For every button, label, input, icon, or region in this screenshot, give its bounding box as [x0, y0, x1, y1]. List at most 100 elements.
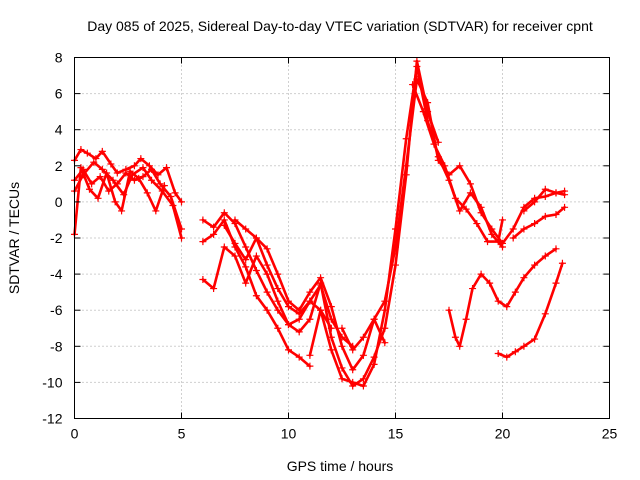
data-point-marker [541, 310, 549, 318]
data-point-marker [451, 194, 459, 202]
data-point-marker [98, 165, 106, 173]
y-tick-label: 6 [55, 86, 63, 102]
data-point-marker [210, 223, 218, 231]
data-point-marker [118, 207, 126, 215]
data-point-marker [531, 198, 539, 206]
data-point-marker [231, 239, 239, 247]
series-trace-12 [340, 77, 504, 352]
data-point-marker [327, 346, 335, 354]
data-point-marker [143, 189, 151, 197]
data-point-marker [160, 182, 168, 190]
data-point-marker [126, 167, 134, 175]
data-point-marker [469, 285, 477, 293]
data-point-marker [317, 279, 325, 287]
data-point-marker [499, 239, 506, 247]
x-tick-label: 20 [495, 426, 511, 442]
data-point-marker [552, 245, 560, 253]
data-point-marker [419, 108, 427, 116]
data-point-marker [220, 243, 228, 251]
data-point-marker [285, 346, 292, 354]
data-point-marker [430, 140, 438, 148]
y-axis: -12 -10 -8 -6 -4 -2 0 2 4 6 8 [42, 50, 610, 427]
data-point-marker [541, 192, 549, 200]
data-point-marker [306, 297, 314, 305]
y-tick-label: -4 [50, 266, 63, 282]
x-tick-label: 15 [388, 426, 404, 442]
data-point-marker [503, 303, 511, 311]
y-tick-label: -10 [42, 374, 62, 390]
data-point-marker [381, 306, 389, 314]
data-point-marker [295, 328, 303, 336]
series-trace-15 [496, 262, 564, 359]
series-trace-17 [511, 206, 566, 240]
data-point-marker [263, 270, 271, 278]
data-point-marker [83, 149, 91, 157]
data-point-marker [456, 342, 464, 350]
data-point-marker [552, 211, 560, 219]
series-trace-4 [73, 160, 183, 240]
data-point-marker [242, 279, 250, 287]
data-point-marker [473, 220, 481, 228]
x-axis: 0 5 10 15 20 25 [71, 57, 618, 442]
data-point-marker [509, 234, 517, 242]
data-point-marker [295, 306, 303, 314]
data-point-marker [94, 194, 102, 202]
data-point-marker [242, 256, 250, 264]
data-point-marker [499, 216, 506, 224]
data-point-marker [210, 285, 218, 293]
data-point-marker [552, 189, 560, 197]
x-axis-label: GPS time / hours [287, 458, 394, 474]
data-point-marker [113, 169, 121, 177]
data-point-marker [451, 333, 459, 341]
data-point-marker [122, 169, 130, 177]
data-point-marker [413, 75, 421, 83]
data-point-marker [541, 185, 549, 193]
series-trace-13 [411, 83, 504, 243]
data-point-marker [252, 266, 260, 274]
data-point-marker [98, 147, 106, 155]
data-point-marker [409, 81, 417, 89]
data-point-marker [152, 207, 160, 215]
data-point-marker [128, 171, 136, 179]
data-point-marker [531, 220, 539, 228]
data-point-marker [90, 158, 98, 166]
data-point-marker [220, 209, 228, 217]
x-tick-label: 25 [602, 426, 618, 442]
data-point-marker [231, 252, 239, 260]
data-point-marker [477, 270, 485, 278]
data-point-marker [359, 382, 367, 390]
data-point-marker [242, 263, 250, 271]
data-point-marker [274, 297, 282, 305]
data-point-marker [488, 225, 496, 233]
data-point-marker [338, 342, 346, 350]
data-point-marker [462, 205, 470, 213]
data-point-marker [135, 174, 143, 182]
data-point-marker [109, 176, 117, 184]
data-point-marker [462, 315, 470, 323]
data-point-marker [456, 162, 464, 170]
data-point-marker [511, 348, 519, 356]
data-point-marker [130, 162, 138, 170]
data-point-marker [274, 285, 282, 293]
data-point-marker [139, 164, 147, 172]
data-point-marker [199, 216, 207, 224]
data-point-marker [263, 245, 271, 253]
data-point-marker [317, 306, 325, 314]
data-point-marker [107, 160, 115, 168]
data-point-marker [381, 339, 389, 347]
data-point-marker [520, 342, 528, 350]
data-point-marker [359, 333, 367, 341]
data-point-marker [511, 288, 519, 296]
data-point-marker [88, 180, 96, 188]
y-tick-label: -8 [50, 338, 63, 354]
data-point-marker [92, 155, 100, 163]
y-axis-label: SDTVAR / TECUs [6, 182, 22, 294]
data-point-marker [306, 288, 314, 296]
data-point-marker [274, 270, 282, 278]
data-point-marker [169, 202, 177, 210]
data-point-marker [466, 180, 474, 188]
data-point-marker [558, 259, 566, 267]
data-point-marker [158, 187, 166, 195]
y-tick-label: -12 [42, 411, 62, 427]
data-point-marker [263, 261, 271, 269]
